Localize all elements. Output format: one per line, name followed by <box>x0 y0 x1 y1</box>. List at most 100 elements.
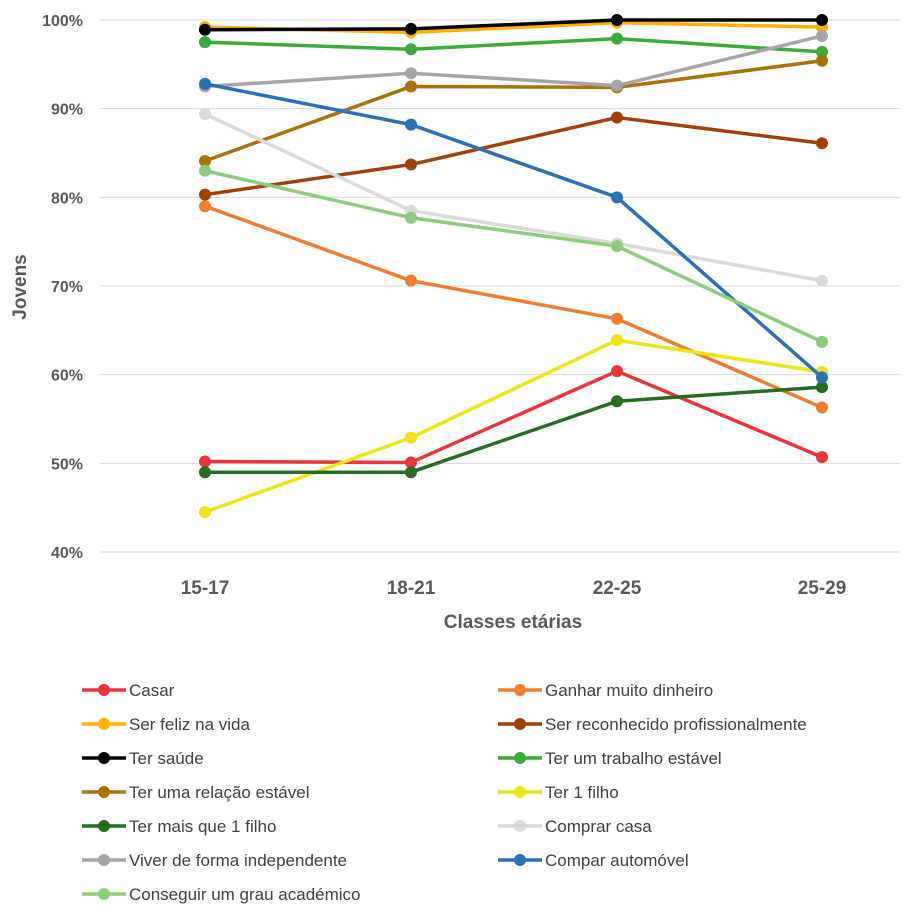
data-point <box>199 77 211 90</box>
data-point <box>611 111 623 124</box>
legend-swatch-marker <box>98 888 110 900</box>
y-tick-label: 60% <box>51 368 83 385</box>
series-line <box>204 18 822 32</box>
x-axis-ticks: 15-17 18-21 22-25 25-29 <box>181 578 847 599</box>
legend-item: Ser feliz na vida <box>82 715 250 734</box>
y-tick-label: 50% <box>51 456 83 473</box>
y-tick-label: 80% <box>51 190 83 207</box>
data-point <box>199 200 211 213</box>
series-line <box>204 169 823 344</box>
data-point <box>199 154 211 167</box>
legend-swatch-marker <box>98 820 110 832</box>
legend-item: Ter 1 filho <box>498 783 619 802</box>
series-line <box>204 36 823 54</box>
series-conseguir-um-grau-acad-mico <box>199 164 828 348</box>
series-ter-um-trabalho-est-vel <box>199 32 828 58</box>
data-point <box>611 334 623 347</box>
y-tick-label: 40% <box>51 545 83 562</box>
x-tick-label: 22-25 <box>593 578 642 599</box>
legend-label: Ter mais que 1 filho <box>129 817 276 836</box>
data-point <box>405 158 417 171</box>
legend-item: Conseguir um grau académico <box>82 885 361 904</box>
data-point <box>816 137 828 150</box>
series-casar <box>199 365 828 469</box>
data-point <box>611 312 623 325</box>
legend-item: Ser reconhecido profissionalmente <box>498 715 807 734</box>
data-point <box>816 274 828 287</box>
series-ganhar-muito-dinheiro <box>199 200 828 414</box>
series-ter-sa-de <box>199 14 828 36</box>
data-point <box>611 395 623 408</box>
legend-label: Ganhar muito dinheiro <box>545 681 713 700</box>
data-point <box>199 188 211 201</box>
legend-item: Casar <box>82 681 175 700</box>
data-point <box>405 80 417 93</box>
series-line <box>204 34 823 89</box>
legend-item: Ter uma relação estável <box>82 783 309 802</box>
data-point <box>611 191 623 204</box>
series-line <box>205 385 823 474</box>
data-point <box>405 118 417 131</box>
legend-label: Ser feliz na vida <box>129 715 250 734</box>
legend-swatch-marker <box>514 718 526 730</box>
data-point <box>405 43 417 56</box>
data-point <box>611 365 623 378</box>
legend-swatch-marker <box>98 718 110 730</box>
data-point <box>816 451 828 464</box>
y-axis-title: Jovens <box>10 254 31 319</box>
data-point <box>816 335 828 348</box>
series-line <box>204 59 823 163</box>
legend-swatch-marker <box>514 854 526 866</box>
x-tick-label: 25-29 <box>798 578 847 599</box>
y-tick-label: 100% <box>42 13 83 30</box>
series-line <box>204 338 823 514</box>
legend-swatch-marker <box>514 684 526 696</box>
series-compar-autom-vel <box>199 77 828 384</box>
data-point <box>611 240 623 253</box>
y-tick-label: 90% <box>51 102 83 119</box>
data-point <box>405 466 417 479</box>
y-axis-ticks: 40% 50% 60% 70% 80% 90% 100% <box>42 13 83 562</box>
legend-label: Compar automóvel <box>545 851 689 870</box>
legend-label: Viver de forma independente <box>129 851 347 870</box>
legend-label: Comprar casa <box>545 817 652 836</box>
data-point <box>816 401 828 414</box>
series-lines <box>199 14 828 519</box>
data-point <box>405 67 417 80</box>
series-ser-reconhecido-profissionalmente <box>199 111 828 201</box>
data-point <box>816 371 828 384</box>
x-tick-label: 15-17 <box>181 578 230 599</box>
data-point <box>405 431 417 444</box>
legend-swatch-marker <box>98 786 110 798</box>
data-point <box>816 14 828 26</box>
series-ter-uma-rela-o-est-vel <box>199 54 828 167</box>
data-point <box>405 456 417 469</box>
series-line <box>204 204 823 410</box>
series-line <box>204 369 823 465</box>
legend-item: Ter mais que 1 filho <box>82 817 276 836</box>
data-point <box>199 506 211 519</box>
legend-item: Viver de forma independente <box>82 851 347 870</box>
series-line <box>204 82 824 379</box>
legend: Casar Ganhar muito dinheiro Ser feliz na v… <box>82 681 807 904</box>
data-point <box>816 54 828 67</box>
legend-item: Ter um trabalho estável <box>498 749 722 768</box>
legend-swatch-marker <box>514 820 526 832</box>
legend-label: Ter uma relação estável <box>129 783 309 802</box>
data-point <box>199 455 211 468</box>
data-point <box>611 32 623 45</box>
series-line <box>204 112 823 283</box>
data-point <box>199 164 211 177</box>
data-point <box>405 211 417 224</box>
legend-item: Comprar casa <box>498 817 652 836</box>
legend-item: Ganhar muito dinheiro <box>498 681 713 700</box>
data-point <box>199 36 211 49</box>
x-axis-title: Classes etárias <box>444 612 582 633</box>
legend-label: Casar <box>129 681 175 700</box>
legend-swatch-marker <box>98 684 110 696</box>
data-point <box>199 23 211 36</box>
data-point <box>816 45 828 58</box>
legend-label: Ser reconhecido profissionalmente <box>545 715 807 734</box>
